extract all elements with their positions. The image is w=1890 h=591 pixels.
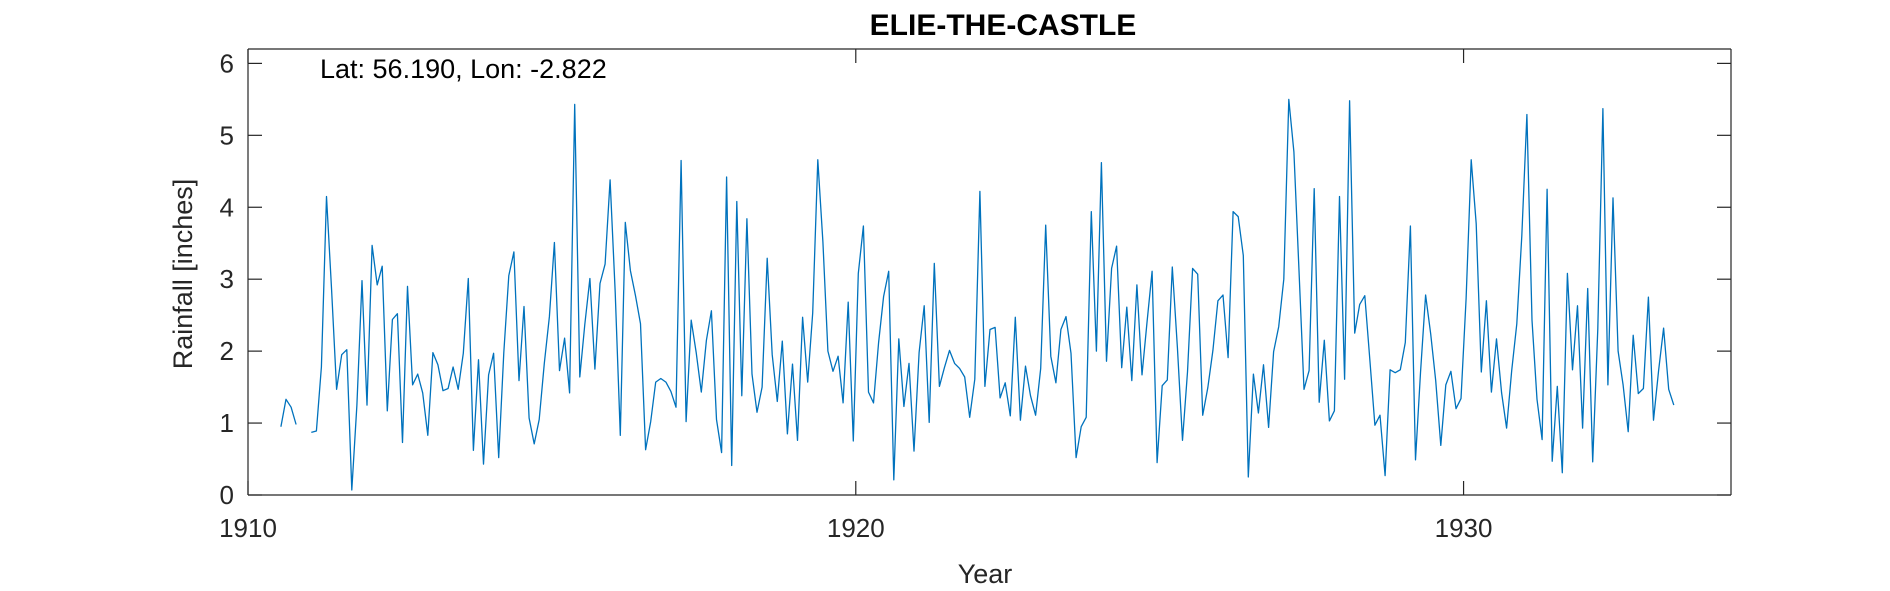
x-tick-label: 1920 xyxy=(827,513,885,543)
y-tick-label: 4 xyxy=(220,192,234,222)
x-axis-label: Year xyxy=(958,559,1013,589)
y-tick-label: 2 xyxy=(220,336,234,366)
y-tick-label: 6 xyxy=(220,48,234,78)
rainfall-series-line xyxy=(311,98,1675,491)
y-axis-label: Rainfall [inches] xyxy=(168,179,198,370)
rainfall-series-line xyxy=(280,398,297,427)
y-tick-label: 0 xyxy=(220,480,234,510)
y-tick-label: 1 xyxy=(220,408,234,438)
x-tick-label: 1930 xyxy=(1435,513,1493,543)
chart-title: ELIE-THE-CASTLE xyxy=(870,9,1137,42)
location-annotation: Lat: 56.190, Lon: -2.822 xyxy=(320,54,607,84)
y-tick-label: 3 xyxy=(220,264,234,294)
x-tick-label: 1910 xyxy=(219,513,277,543)
plot-axes: 0 1 2 3 4 5 6 1910 1920 1930 xyxy=(219,48,1732,543)
y-tick-label: 5 xyxy=(220,120,234,150)
rainfall-series xyxy=(280,98,1675,491)
